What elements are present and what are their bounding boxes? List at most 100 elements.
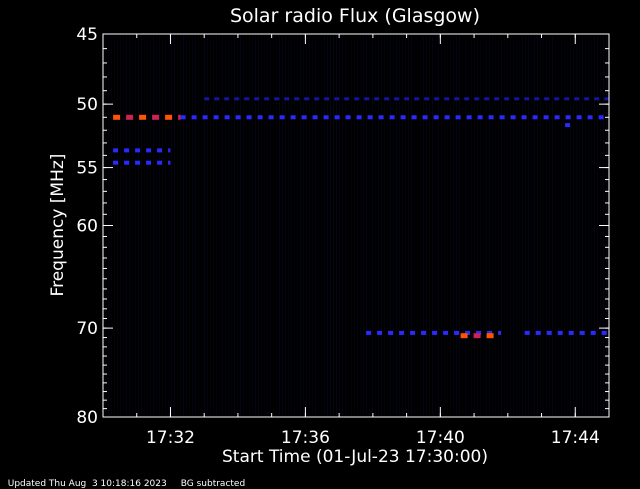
noise-streak [327,36,328,415]
signal-segment [477,115,483,120]
noise-streak [204,36,205,415]
noise-streak [258,36,259,415]
y-axis-label: Frequency [MHz] [48,154,68,297]
noise-streak [159,36,160,415]
noise-streak [135,36,136,415]
signal-segment [124,148,130,153]
noise-streak [558,36,559,415]
noise-streak [114,36,115,415]
signal-segment [432,330,438,335]
noise-streak [150,36,151,415]
signal-segment [411,115,417,120]
noise-streak [504,36,505,415]
signal-segment [499,115,505,120]
noise-streak [486,36,487,415]
signal-features [113,97,609,339]
signal-segment [400,115,406,120]
noise-streak [375,36,376,415]
noise-streak [591,36,592,415]
noise-streak [393,36,394,415]
footer: Updated Thu Aug 3 10:18:16 2023 BG subtra… [2,469,259,489]
signal-segment [113,160,119,165]
y-tick-label: 45 [76,25,98,45]
noise-streak [465,36,466,415]
noise-streak [477,36,478,415]
signal-segment [510,115,516,120]
noise-streak [228,36,229,415]
signal-segment [304,97,310,101]
signal-segment [476,330,482,335]
noise-streak [120,36,121,415]
noise-streak [222,36,223,415]
noise-streak [435,36,436,415]
signal-segment [546,330,552,335]
signal-segment [410,330,416,335]
noise-streak [252,36,253,415]
x-tick-label: 17:32 [146,428,195,448]
y-tick-label: 70 [76,319,98,339]
signal-segment [565,115,571,120]
signal-segment [524,97,530,101]
noise-streak [225,36,226,415]
signal-segment [465,330,471,335]
noise-streak [597,36,598,415]
noise-streak [519,36,520,415]
signal-segment [394,97,400,101]
signal-segment [424,97,430,101]
noise-streak [219,36,220,415]
noise-streak [468,36,469,415]
signal-segment [443,330,449,335]
signal-segment [466,115,472,120]
signal-segment [473,333,481,339]
signal-segment [422,115,428,120]
signal-segment [554,115,560,120]
signal-segment [587,115,593,120]
noise-streak [528,36,529,415]
signal-segment [460,333,468,339]
noise-streak [579,36,580,415]
signal-segment [464,97,470,101]
signal-segment [323,115,329,120]
signal-segment [274,97,280,101]
signal-segment [378,115,384,120]
noise-streak [237,36,238,415]
noise-streak [339,36,340,415]
signal-segment [345,115,351,120]
noise-streak [441,36,442,415]
noise-streak [276,36,277,415]
noise-streak [399,36,400,415]
signal-segment [455,115,461,120]
noise-streak [384,36,385,415]
noise-streak [330,36,331,415]
signal-segment [180,115,186,120]
noise-streak [366,36,367,415]
noise-streak [447,36,448,415]
noise-streak [333,36,334,415]
noise-streak [165,36,166,415]
noise-streak [348,36,349,415]
signal-segment [421,330,427,335]
signal-segment [157,148,163,153]
noise-streak [255,36,256,415]
noise-streak [498,36,499,415]
noise-streak [552,36,553,415]
noise-streak [249,36,250,415]
signal-segment [414,97,420,101]
noise-streak [234,36,235,415]
noise-streak [201,36,202,415]
signal-segment [488,115,494,120]
noise-streak [378,36,379,415]
noise-streak [585,36,586,415]
noise-streak [207,36,208,415]
noise-streak [372,36,373,415]
signal-segment [367,115,373,120]
signal-segment [224,115,230,120]
noise-streak [588,36,589,415]
noise-streak [279,36,280,415]
noise-streak [546,36,547,415]
noise-streak [594,36,595,415]
signal-segment [344,97,350,101]
signal-segment [254,97,260,101]
noise-streak [132,36,133,415]
noise-streak [306,36,307,415]
